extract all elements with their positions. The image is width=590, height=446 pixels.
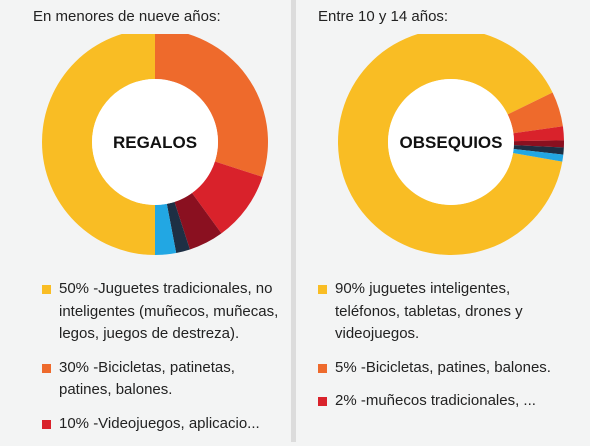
chart-heading: En menores de nueve años: (33, 8, 221, 25)
donut-slice-0 (42, 34, 155, 255)
donut-slice-5 (155, 203, 177, 255)
legend-item: 2% -muñecos tradicionales, ... (318, 390, 578, 413)
legend-label: 90% juguetes inteligentes, teléfonos, ta… (335, 280, 523, 342)
legend-label: 10% -Videojuegos, aplicacio... (59, 414, 260, 432)
donut-hole (92, 79, 218, 205)
legend-item: 10% -Videojuegos, aplicacio... (42, 413, 287, 436)
donut-chart-regalos: REGALOS (42, 34, 268, 255)
legend-label: 30% -Bicicletas, patinetas, patines, bal… (59, 358, 235, 399)
donut-slice-4 (513, 145, 564, 155)
legend: 90% juguetes inteligentes, teléfonos, ta… (318, 278, 578, 424)
donut-slice-4 (166, 201, 190, 253)
legend-item: 90% juguetes inteligentes, teléfonos, ta… (318, 278, 578, 346)
legend-swatch (42, 419, 51, 429)
legend-item: 50% -Juguetes tradicionales, no intelige… (42, 278, 287, 346)
legend-swatch (42, 363, 51, 373)
legend-swatch (42, 285, 51, 294)
legend-item: 30% -Bicicletas, patinetas, patines, bal… (42, 357, 287, 402)
donut-slice-1 (155, 34, 268, 177)
legend-label: 2% -muñecos tradicionales, ... (335, 392, 536, 409)
donut-slice-0 (338, 34, 563, 255)
donut-slice-3 (174, 192, 222, 250)
donut-center-label: REGALOS (113, 133, 197, 152)
donut-slice-5 (513, 149, 564, 162)
legend-label: 50% -Juguetes tradicionales, no intelige… (59, 280, 279, 342)
donut-slice-2 (192, 161, 263, 234)
legend: 50% -Juguetes tradicionales, no intelige… (42, 278, 287, 446)
legend-swatch (318, 285, 327, 294)
donut-hole (388, 79, 514, 205)
donut-center-label: OBSEQUIOS (400, 133, 503, 152)
donut-slice-1 (507, 92, 563, 134)
donut-slice-2 (513, 126, 564, 142)
legend-swatch (318, 363, 327, 373)
legend-swatch (318, 397, 327, 406)
legend-item: 5% -Bicicletas, patines, balones. (318, 357, 578, 380)
chart-panel-under-nine: En menores de nueve años: REGALOS 50% -J… (0, 0, 292, 442)
panel-divider (291, 0, 296, 442)
chart-panel-ten-to-fourteen: Entre 10 y 14 años: OBSEQUIOS 90% juguet… (296, 0, 590, 442)
chart-heading: Entre 10 y 14 años: (318, 8, 449, 25)
donut-slice-3 (513, 140, 564, 148)
donut-chart-obsequios: OBSEQUIOS (338, 34, 564, 255)
legend-label: 5% -Bicicletas, patines, balones. (335, 358, 551, 376)
